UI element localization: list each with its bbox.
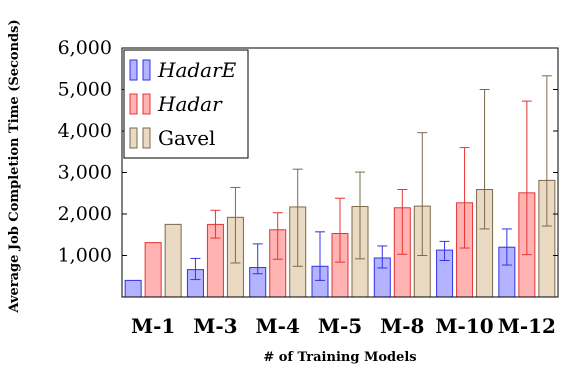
- error-bar-hadare-m-8: [377, 245, 388, 269]
- error-bar-gavel-m-10: [479, 89, 490, 230]
- error-bar-hadare-m-4: [252, 243, 263, 275]
- y-ticks: 1,000 2,000 3,000 4,000 5,000 6,000: [58, 37, 558, 267]
- x-category-label: M-5: [318, 314, 362, 338]
- x-category-labels: M-1 M-3 M-4 M-5 M-8 M-10 M-12: [131, 314, 556, 338]
- y-tick-label: 6,000: [58, 37, 112, 59]
- legend-item-hadar: Hadar: [129, 92, 223, 116]
- legend-swatch: [142, 127, 151, 149]
- x-category-label: M-12: [498, 314, 556, 338]
- bar-hadare-m-1: [124, 279, 142, 298]
- legend-item-hadare: HadarE: [129, 58, 237, 82]
- x-category-label: M-3: [193, 314, 237, 338]
- legend-swatch: [129, 127, 138, 149]
- error-bar-gavel-m-12: [541, 75, 552, 227]
- error-bar-hadar-m-3: [210, 209, 221, 239]
- legend-item-gavel: Gavel: [129, 126, 215, 150]
- y-tick-label: 5,000: [58, 79, 112, 101]
- x-axis-title: # of Training Models: [263, 350, 416, 365]
- legend-label: Gavel: [158, 126, 215, 150]
- y-tick-label: 2,000: [58, 203, 112, 225]
- error-bar-gavel-m-3: [230, 186, 241, 264]
- legend-swatch: [142, 59, 151, 81]
- y-tick-label: 3,000: [58, 162, 112, 184]
- y-tick-label: 4,000: [58, 120, 112, 142]
- error-bar-gavel-m-5: [355, 171, 365, 260]
- legend-label: HadarE: [157, 58, 237, 82]
- y-tick-label: 1,000: [58, 245, 112, 267]
- legend-swatch: [129, 93, 138, 115]
- error-bar-gavel-m-8: [417, 132, 428, 256]
- bars-layer: [124, 75, 556, 298]
- bar-hadar-m-1: [144, 242, 162, 298]
- legend-swatch: [142, 93, 151, 115]
- error-bar-hadare-m-10: [439, 240, 450, 261]
- error-bar-hadare-m-3: [190, 257, 201, 281]
- error-bar-hadar-m-10: [459, 147, 470, 249]
- error-bar-hadar-m-8: [397, 189, 408, 255]
- error-bar-hadar-m-4: [272, 212, 283, 260]
- legend-label: Hadar: [157, 92, 223, 116]
- bar-gavel-m-1: [164, 223, 182, 298]
- legend: HadarE Hadar Gavel: [123, 49, 249, 159]
- x-category-label: M-10: [435, 314, 493, 338]
- error-bar-hadar-m-12: [521, 100, 532, 256]
- error-bar-hadar-m-5: [335, 197, 345, 263]
- error-bar-hadare-m-12: [501, 228, 512, 266]
- x-category-label: M-1: [131, 314, 175, 338]
- error-bar-hadare-m-5: [315, 231, 325, 281]
- x-category-label: M-8: [380, 314, 424, 338]
- x-category-label: M-4: [256, 314, 300, 338]
- legend-swatch: [129, 59, 138, 81]
- error-bar-gavel-m-4: [292, 168, 303, 267]
- y-axis-title: Average Job Completion Time (Seconds): [7, 19, 22, 313]
